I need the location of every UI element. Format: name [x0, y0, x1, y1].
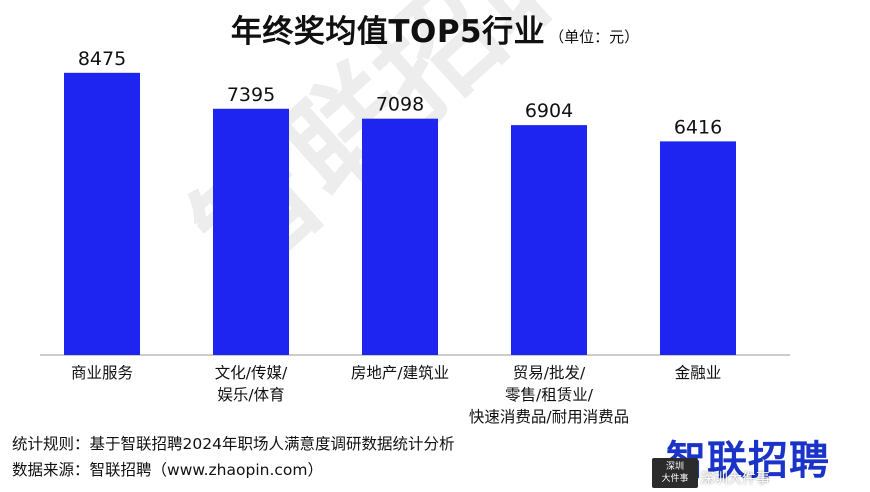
badge-line-2: 大件事 [661, 474, 689, 484]
category-label: 娱乐/体育 [217, 386, 284, 404]
badge-line-1: 深圳 [665, 462, 684, 472]
bar [511, 125, 587, 356]
bar [660, 141, 736, 355]
footer-rule-label: 统计规则： [12, 435, 90, 453]
source-tag: 深圳大件事 [700, 471, 770, 487]
source-badge: 深圳 大件事 [652, 458, 698, 488]
bar [362, 118, 438, 356]
data-label: 8475 [78, 48, 126, 70]
footer-source-label: 数据来源： [12, 461, 90, 479]
category-label: 文化/传媒/ [215, 364, 288, 382]
category-label: 快速消费品/耐用消费品 [469, 408, 629, 426]
data-label: 7098 [376, 94, 424, 116]
chart-title-row: 年终奖均值TOP5行业 （单位：元） [0, 6, 870, 51]
data-label: 6416 [674, 116, 722, 138]
footer-rule: 统计规则：基于智联招聘2024年职场人满意度调研数据统计分析 [12, 432, 454, 454]
category-label: 零售/租赁业/ [505, 386, 594, 404]
unit-label: （单位：元） [549, 28, 640, 46]
category-label: 商业服务 [71, 364, 133, 382]
footer-source-text: 智联招聘（www.zhaopin.com） [89, 461, 323, 479]
footer-source: 数据来源：智联招聘（www.zhaopin.com） [12, 458, 323, 480]
bar [213, 108, 289, 355]
footer-rule-text: 基于智联招聘2024年职场人满意度调研数据统计分析 [89, 435, 455, 453]
category-label: 金融业 [675, 364, 722, 382]
category-label: 贸易/批发/ [513, 364, 586, 382]
data-label: 6904 [525, 100, 573, 122]
data-label: 7395 [227, 84, 275, 106]
category-label: 房地产/建筑业 [351, 364, 449, 382]
bar-chart: 8475 商业服务 7395 文化/传媒/娱乐/体育 7098 房地产/建筑业 6904 贸易… [40, 48, 790, 426]
bar [64, 72, 140, 356]
chart-title: 年终奖均值TOP5行业 [230, 14, 546, 50]
